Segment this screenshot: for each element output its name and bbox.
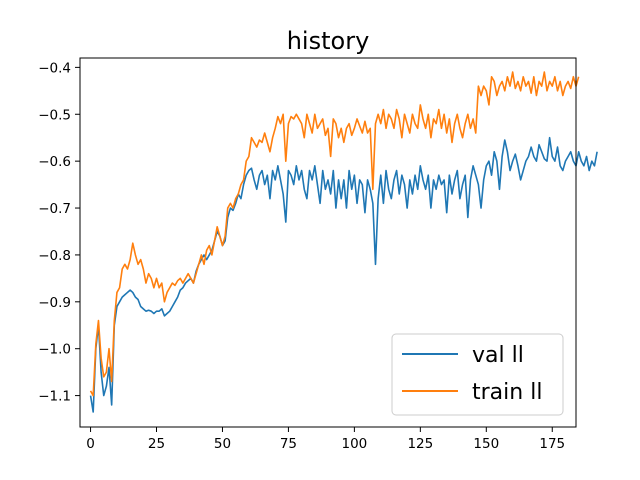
x-tick-label: 150 xyxy=(473,436,499,452)
chart-title: history xyxy=(287,27,370,55)
legend: val ll train ll xyxy=(391,333,564,416)
x-tick-label: 75 xyxy=(280,436,297,452)
series-line-val-ll xyxy=(89,136,598,413)
y-tick-label: −0.4 xyxy=(38,60,71,76)
series-line-train-ll xyxy=(89,71,580,397)
legend-label-train-ll: train ll xyxy=(472,380,542,405)
x-tick-label: 100 xyxy=(341,436,367,452)
y-tick-label: −0.8 xyxy=(38,248,71,264)
y-tick-label: −0.5 xyxy=(38,107,71,123)
x-tick-label: 175 xyxy=(539,436,565,452)
y-tick-label: −0.9 xyxy=(38,295,71,311)
y-tick-label: −1.0 xyxy=(38,342,71,358)
y-tick-label: −0.6 xyxy=(38,154,71,170)
y-tick-label: −0.7 xyxy=(38,201,71,217)
x-axis: 0 25 50 75 100 125 150 175 xyxy=(86,427,565,452)
x-tick-label: 125 xyxy=(407,436,433,452)
legend-label-val-ll: val ll xyxy=(472,343,524,368)
x-tick-label: 50 xyxy=(214,436,231,452)
plot-frame xyxy=(79,57,577,428)
series-layer xyxy=(89,71,598,413)
y-axis: −1.1 −1.0 −0.9 −0.8 −0.7 −0.6 −0.5 −0.4 xyxy=(38,60,80,405)
x-tick-label: 25 xyxy=(148,436,165,452)
y-tick-label: −1.1 xyxy=(38,389,71,405)
x-tick-label: 0 xyxy=(86,436,95,452)
